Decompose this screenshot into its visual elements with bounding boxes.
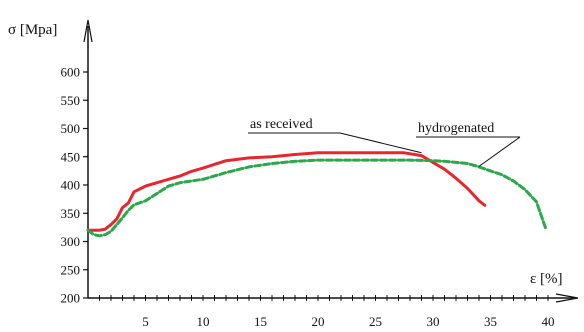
x-tick-label: 35 <box>484 314 497 329</box>
x-tick-label: 30 <box>427 314 440 329</box>
x-tick-label: 25 <box>369 314 382 329</box>
x-ticks <box>99 295 549 301</box>
y-tick-labels: 200 250 300 350 400 450 500 550 600 <box>61 65 81 306</box>
y-tick-label: 250 <box>61 262 81 277</box>
x-tick-label: 5 <box>142 314 149 329</box>
y-tick-label: 450 <box>61 149 81 164</box>
x-tick-label: 10 <box>197 314 210 329</box>
annotation-label: as received <box>250 117 313 132</box>
x-tick-label: 40 <box>542 314 555 329</box>
y-ticks <box>83 71 88 299</box>
series-line-as-received <box>86 151 487 232</box>
y-tick-label: 200 <box>61 291 81 306</box>
y-axis-arrow <box>83 19 93 43</box>
x-axis-arrow <box>555 293 579 303</box>
y-tick-label: 550 <box>61 93 81 108</box>
y-axis-label: σ [Mpa] <box>8 22 57 38</box>
x-axis-label: ε [%] <box>530 271 563 287</box>
x-tick-label: 15 <box>254 314 267 329</box>
annotations: as received hydrogenated <box>248 117 521 167</box>
annotation-label: hydrogenated <box>418 121 494 136</box>
x-tick-labels: 5 10 15 20 25 30 35 40 <box>142 314 554 329</box>
annotation-leader <box>339 132 422 154</box>
x-tick-label: 20 <box>312 314 325 329</box>
y-tick-label: 500 <box>61 121 81 136</box>
series-line-hydrogenated <box>86 158 548 238</box>
annotation-leader <box>478 136 521 167</box>
y-tick-label: 300 <box>61 234 81 249</box>
y-tick-label: 600 <box>61 65 81 80</box>
y-tick-label: 350 <box>61 206 81 221</box>
y-tick-label: 400 <box>61 178 81 193</box>
series-lines <box>86 151 548 238</box>
